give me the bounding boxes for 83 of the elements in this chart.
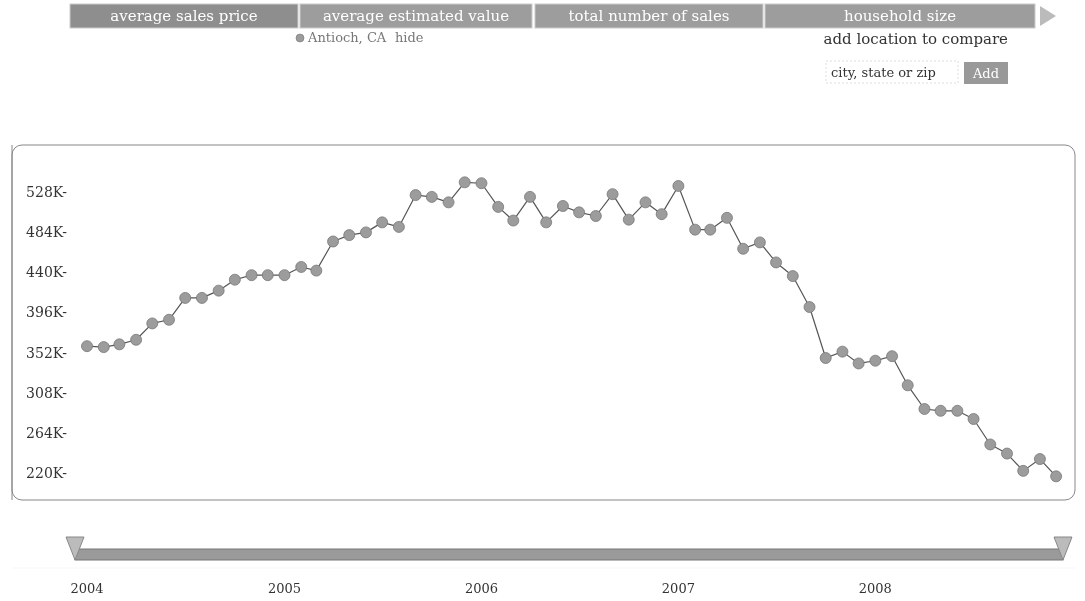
point	[327, 235, 339, 248]
point	[655, 208, 668, 221]
point	[458, 176, 471, 189]
point	[869, 354, 882, 367]
point	[934, 404, 947, 417]
point	[130, 333, 143, 346]
point	[475, 177, 488, 190]
x-tick-label: 2005	[267, 581, 302, 596]
x-tick-label: 2004	[70, 581, 104, 596]
point	[228, 273, 241, 286]
point	[1034, 453, 1046, 465]
text-field: city, state or zip	[825, 60, 959, 84]
point	[278, 269, 291, 282]
point	[196, 292, 208, 304]
legend-label: Antioch, CA	[307, 30, 387, 45]
point	[606, 188, 619, 201]
point	[295, 261, 308, 273]
y-tick-label: 484K-	[26, 224, 68, 241]
point	[343, 229, 356, 242]
point	[589, 210, 602, 222]
y-tick-label: 220K-	[26, 464, 68, 481]
point	[984, 438, 997, 451]
y-tick-label: 264K-	[26, 424, 68, 441]
point	[524, 190, 536, 203]
y-tick-label: 440K-	[26, 264, 68, 281]
y-tick-label: 396K-	[26, 304, 68, 321]
point	[737, 242, 750, 255]
point	[492, 201, 505, 213]
point	[689, 223, 702, 236]
point	[836, 345, 849, 358]
point	[163, 313, 175, 326]
y-tick-label: 352K-	[26, 344, 68, 361]
point	[376, 216, 389, 229]
x-tick-label: 2007	[661, 581, 695, 596]
point	[1050, 470, 1063, 483]
point	[886, 350, 898, 363]
point	[967, 413, 980, 425]
point	[672, 180, 685, 192]
point	[409, 189, 422, 201]
point	[212, 284, 225, 297]
point	[261, 269, 274, 282]
point	[146, 317, 159, 330]
point	[786, 270, 799, 282]
point	[425, 190, 438, 203]
point	[113, 338, 126, 351]
point	[392, 221, 405, 233]
text: add location to compare	[823, 30, 1009, 48]
point	[97, 341, 110, 353]
point	[622, 213, 635, 226]
point	[1017, 464, 1030, 477]
point	[753, 236, 766, 249]
point	[770, 256, 782, 269]
point	[310, 264, 323, 277]
point	[540, 216, 553, 229]
tab-button: household size	[764, 3, 1036, 29]
tab-button: average estimated value	[299, 3, 533, 29]
point	[803, 301, 816, 313]
point	[951, 404, 964, 417]
x-tick-label: 2006	[464, 581, 498, 596]
point	[179, 292, 192, 304]
text: hide	[395, 30, 424, 45]
x-tick-label: 2008	[858, 581, 892, 596]
point	[639, 196, 652, 209]
point	[704, 223, 717, 236]
point	[507, 214, 520, 227]
chart-title: average sales price	[110, 7, 258, 25]
point	[918, 403, 931, 415]
point	[573, 206, 586, 219]
point	[721, 211, 733, 224]
add-button: Add	[964, 62, 1008, 84]
point	[81, 340, 93, 353]
point	[360, 226, 372, 239]
y-tick-label: 308K-	[26, 384, 68, 401]
point	[819, 352, 832, 364]
point	[442, 196, 455, 209]
point	[1001, 447, 1013, 460]
point	[852, 357, 865, 370]
y-tick-label: 528K-	[26, 184, 68, 201]
tab-button: average sales price	[69, 3, 299, 29]
point	[557, 200, 569, 212]
point	[245, 269, 258, 282]
tab-button: total number of sales	[534, 3, 764, 29]
point	[901, 379, 914, 392]
